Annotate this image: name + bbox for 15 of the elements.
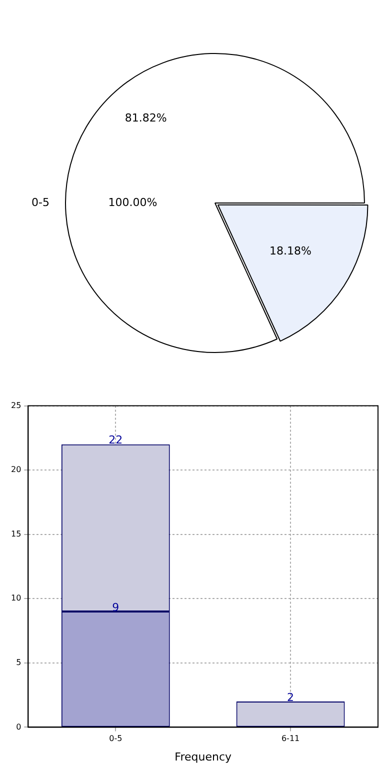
y-tick-label: 25 — [10, 400, 22, 410]
y-tick-label: 5 — [16, 658, 22, 667]
text: 100.00% — [108, 196, 158, 209]
total-label: 2 — [287, 690, 294, 704]
data-label: 81.82% — [124, 111, 167, 124]
data-label: 18.18% — [269, 244, 312, 258]
slice-label: 0-5 — [32, 196, 50, 209]
x-tick-label: 6-11 — [281, 734, 300, 744]
x-axis-title: Frequency — [174, 750, 232, 764]
y-tick-label: 0 — [16, 722, 22, 732]
y-tick-label: 15 — [10, 529, 22, 538]
total-label: 22 — [108, 434, 123, 447]
data-label: 9 — [112, 600, 120, 614]
y-tick-label: 20 — [10, 465, 22, 474]
y-tick-label: 10 — [10, 594, 22, 603]
